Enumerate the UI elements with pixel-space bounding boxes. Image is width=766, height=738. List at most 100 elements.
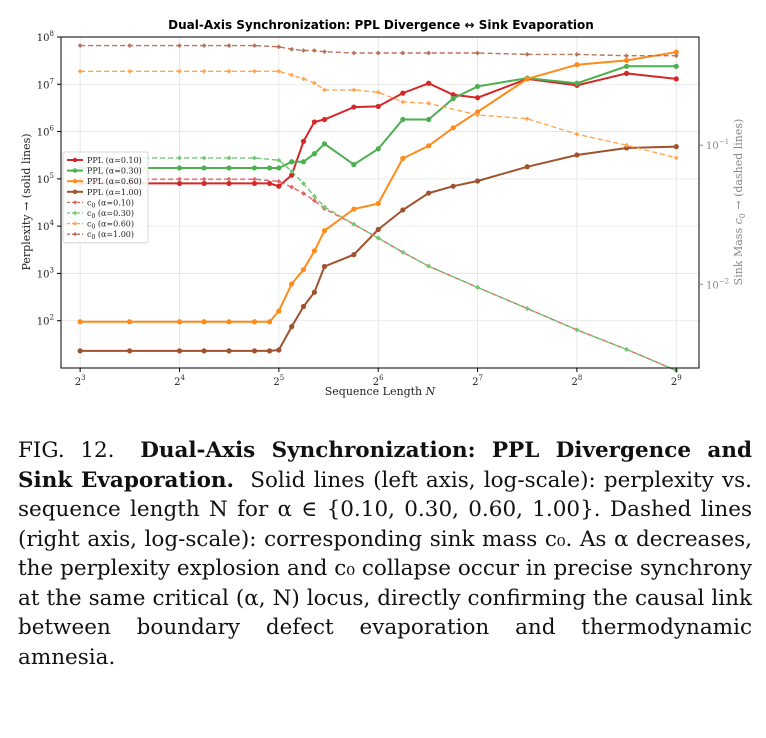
- data-point: [127, 43, 133, 49]
- legend-entry-0: PPL (α=0.10): [87, 156, 142, 165]
- data-point: [177, 43, 182, 49]
- x-tick-label-2: 25: [273, 374, 284, 388]
- data-point: [400, 99, 406, 105]
- legend-swatch-marker: [72, 189, 78, 194]
- data-point: [321, 116, 328, 123]
- series-line-1: [80, 65, 677, 169]
- data-point: [201, 68, 207, 74]
- y-left-tick-label-1: 103: [37, 266, 54, 280]
- legend-entry-text: PPL (α=0.10): [87, 156, 142, 165]
- series-2: [77, 49, 679, 325]
- ticks: 23 24 25 26 27 28 2910210310410510610710810−21…: [37, 30, 729, 388]
- series-line-2: [80, 51, 677, 323]
- y-left-tick-label-3-exp: 5: [50, 172, 54, 180]
- data-point: [426, 100, 432, 106]
- data-point: [176, 319, 183, 325]
- data-point: [201, 319, 207, 325]
- legend-swatch-marker: [72, 157, 78, 163]
- data-point: [201, 165, 207, 171]
- y-right-title-part-1: Sink Mass: [732, 224, 745, 285]
- data-point: [574, 152, 580, 158]
- legend-entry-suffix: (α=0.10): [95, 198, 134, 207]
- data-point: [623, 63, 630, 69]
- data-point: [474, 95, 481, 101]
- data-point: [311, 151, 317, 157]
- data-point: [475, 112, 480, 118]
- legend-entry-5: c0 (α=0.30): [87, 209, 134, 220]
- data-point: [301, 48, 306, 53]
- data-point: [375, 235, 381, 241]
- x-axis-title-var: N: [425, 385, 436, 398]
- data-point: [251, 180, 258, 187]
- data-point: [266, 180, 273, 187]
- y-right-tick-label-0-base: 10: [706, 280, 719, 291]
- data-point: [574, 80, 580, 86]
- data-point: [177, 155, 182, 161]
- data-point: [351, 206, 357, 212]
- x-tick-label-4-exp: 7: [479, 374, 483, 382]
- data-point: [623, 70, 630, 76]
- x-tick-label-0-base: 2: [75, 377, 81, 388]
- data-point: [321, 228, 328, 234]
- data-point: [289, 172, 295, 178]
- data-point: [300, 267, 307, 273]
- data-point: [266, 165, 273, 171]
- legend-entry-text: c: [87, 209, 92, 218]
- data-point: [673, 144, 679, 150]
- x-tick-label-3: 26: [373, 374, 384, 388]
- legend-entry-7: c0 (α=1.00): [87, 230, 134, 241]
- caption-body: Solid lines (left axis, log-scale): perp…: [18, 467, 752, 670]
- y-left-tick-label-2: 104: [37, 219, 55, 233]
- data-point: [474, 109, 481, 115]
- data-point: [252, 155, 257, 161]
- data-point: [289, 324, 295, 330]
- x-tick-label-3-base: 2: [373, 377, 379, 388]
- data-point: [322, 87, 327, 93]
- data-point: [400, 207, 406, 213]
- legend-entry-sub: 0: [91, 224, 95, 231]
- x-tick-label-4-base: 2: [472, 377, 478, 388]
- x-tick-label-6: 29: [671, 374, 682, 388]
- x-tick-label-0: 23: [75, 374, 86, 388]
- legend-entry-sub: 0: [91, 234, 95, 241]
- x-tick-label-2-exp: 5: [280, 374, 284, 382]
- data-point: [524, 306, 530, 311]
- data-point: [226, 155, 232, 161]
- x-tick-label-4: 27: [472, 374, 483, 388]
- data-point: [289, 46, 295, 52]
- data-point: [226, 43, 232, 49]
- data-point: [574, 62, 580, 68]
- data-point: [321, 263, 328, 270]
- legend-entry-suffix: (α=1.00): [95, 230, 134, 239]
- series-5: [77, 155, 679, 373]
- data-point: [300, 138, 307, 144]
- legend-entry-2: PPL (α=0.60): [87, 177, 142, 186]
- data-point: [77, 43, 83, 49]
- legend-entry-4: c0 (α=0.10): [87, 198, 134, 209]
- data-point: [450, 95, 456, 102]
- data-point: [276, 178, 282, 184]
- x-axis-title-text: Sequence Length: [325, 385, 426, 398]
- legend-entry-sub: 0: [91, 202, 95, 209]
- plot-frame: [60, 36, 700, 369]
- data-point: [524, 116, 530, 122]
- data-point: [289, 184, 295, 190]
- data-point: [127, 319, 133, 325]
- data-point: [673, 63, 679, 69]
- y-left-tick-label-2-exp: 4: [50, 219, 55, 227]
- data-point: [351, 221, 357, 227]
- data-point: [673, 155, 679, 161]
- chart-canvas: Dual-Axis Synchronization: PPL Divergenc…: [20, 18, 747, 398]
- data-point: [426, 143, 432, 149]
- y-left-tick-label-6-base: 10: [37, 33, 50, 44]
- data-point: [276, 165, 282, 171]
- data-point: [351, 104, 357, 110]
- x-axis-title: Sequence Length N: [325, 385, 436, 398]
- x-tick-label-5: 28: [571, 374, 582, 388]
- data-point: [474, 83, 481, 90]
- data-point: [624, 142, 629, 148]
- data-point: [574, 327, 580, 333]
- data-point: [226, 176, 232, 182]
- legend-swatch-marker: [72, 232, 78, 237]
- data-point: [375, 146, 381, 152]
